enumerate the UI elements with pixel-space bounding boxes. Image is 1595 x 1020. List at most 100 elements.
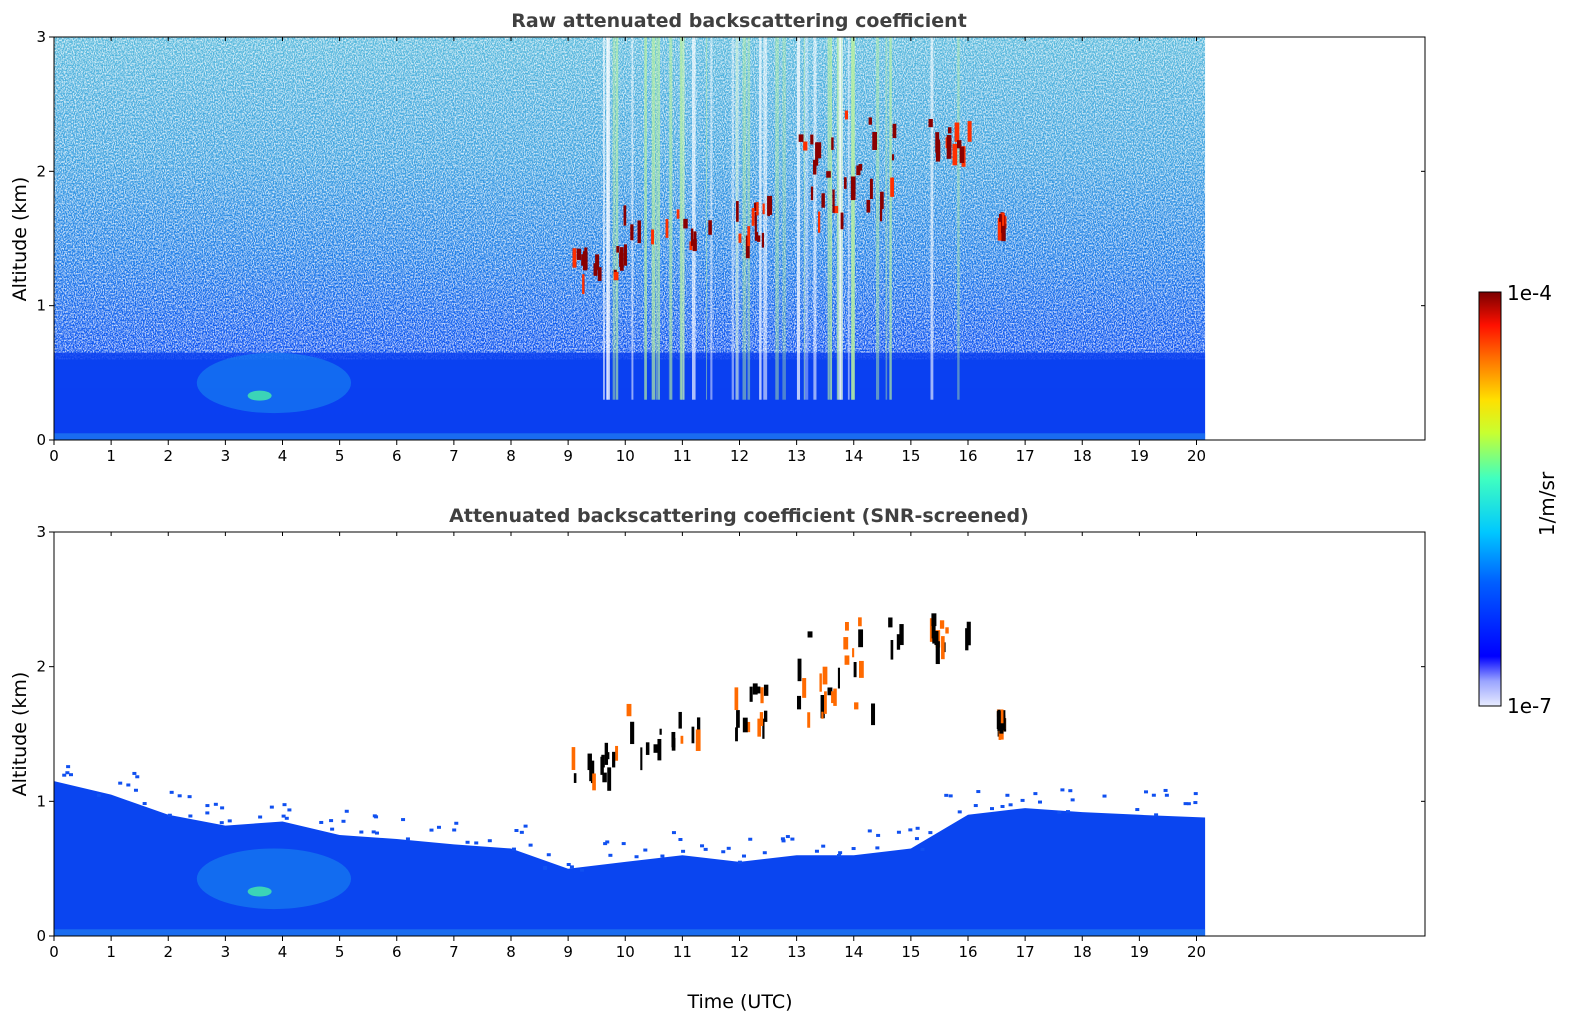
cloud-pixel: [820, 694, 825, 719]
screened-edge-pixel: [569, 865, 574, 869]
x-tick-label: 8: [506, 943, 516, 961]
colorbar-max-label: 1e-4: [1507, 281, 1552, 305]
y-tick-label: 0: [36, 927, 46, 945]
cloud-pixel: [691, 726, 695, 744]
screened-edge-pixel: [401, 818, 406, 822]
cloud-pixel: [616, 246, 620, 253]
screened-edge-pixel: [1070, 798, 1075, 802]
screened-edge-pixel: [1005, 793, 1010, 797]
raw-streak: [679, 37, 682, 400]
screened-edge-pixel: [465, 840, 470, 844]
raw-streak: [836, 37, 840, 400]
screened-boundary-layer: [54, 781, 1206, 936]
screened-edge-pixel: [1033, 792, 1038, 796]
x-tick-label: 11: [673, 447, 692, 465]
cloud-pixel: [572, 248, 577, 268]
cloud-pixel: [582, 274, 585, 295]
screened-edge-pixel: [436, 825, 441, 829]
cloud-pixel: [807, 631, 813, 638]
raw-streak: [847, 37, 850, 400]
screened-edge-pixel: [762, 851, 767, 855]
raw-streak: [763, 37, 768, 400]
cloud-pixel: [824, 691, 827, 714]
cloud-pixel: [645, 742, 650, 755]
raw-streak: [775, 37, 779, 400]
screened-edge-pixel: [928, 831, 933, 835]
y-tick-label: 1: [36, 297, 46, 315]
screened-edge-pixel: [678, 838, 683, 842]
cloud-pixel: [763, 710, 768, 722]
screened-edge-pixel: [474, 841, 479, 845]
cloud-pixel: [754, 211, 757, 235]
raw-streak: [706, 37, 708, 400]
cloud-pixel: [613, 272, 619, 281]
cloud-pixel: [935, 641, 940, 665]
screened-edge-pixel: [814, 849, 819, 853]
raw-streak: [830, 37, 833, 400]
x-tick-label: 15: [901, 943, 920, 961]
cloud-pixel: [626, 703, 632, 717]
cloud-pixel: [890, 639, 894, 660]
panel-raw-title: Raw attenuated backscattering coefficien…: [511, 10, 967, 32]
cloud-pixel: [581, 254, 585, 266]
aerosol-core: [247, 390, 272, 401]
raw-streak: [710, 37, 713, 400]
x-tick-label: 1: [106, 447, 116, 465]
screened-edge-pixel: [703, 847, 708, 851]
raw-streak: [655, 37, 658, 400]
raw-streak: [651, 37, 656, 400]
panel-raw-y-axis: 0 1 2 3: [36, 28, 1425, 449]
screened-edge-pixel: [741, 854, 746, 858]
cloud-pixel: [753, 202, 758, 211]
screened-edge-pixel: [126, 783, 131, 787]
screened-edge-pixel: [188, 814, 193, 818]
cloud-pixel: [630, 224, 634, 241]
cloud-pixel: [880, 191, 884, 210]
screened-edge-pixel: [851, 847, 856, 851]
cloud-pixel: [696, 717, 701, 739]
screened-edge-pixel: [643, 848, 648, 852]
raw-streak: [813, 37, 817, 400]
raw-streak: [782, 37, 786, 400]
cloud-pixel: [587, 753, 592, 771]
cloud-pixel: [763, 684, 769, 696]
screened-edge-pixel: [867, 829, 872, 833]
cloud-pixel: [762, 203, 765, 215]
screened-edge-pixel: [896, 830, 901, 834]
cloud-pixel: [592, 773, 596, 791]
cloud-pixel: [612, 751, 616, 768]
screened-edge-pixel: [135, 775, 140, 779]
cloud-pixel: [1000, 709, 1004, 724]
cloud-pixel: [736, 710, 740, 728]
raw-streak: [747, 37, 751, 400]
screened-edge-pixel: [915, 826, 920, 830]
cloud-pixel: [833, 688, 837, 706]
raw-streak: [612, 37, 616, 400]
x-tick-label: 13: [787, 943, 806, 961]
screened-edge-pixel: [258, 815, 263, 819]
cloud-pixel: [843, 637, 849, 650]
screened-edge-pixel: [621, 842, 626, 846]
cloud-pixel: [821, 711, 824, 719]
screened-edge-pixel: [68, 773, 73, 777]
colorbar-unit-label: 1/m/sr: [1535, 471, 1559, 536]
screened-edge-pixel: [281, 814, 286, 818]
screened-edge-pixel: [429, 828, 434, 832]
cloud-pixel: [593, 263, 598, 276]
raw-surface-row: [54, 433, 1206, 440]
x-tick-label: 7: [449, 943, 459, 961]
screened-edge-pixel: [605, 840, 610, 844]
panel-screened-heatmap: [54, 613, 1206, 936]
cloud-pixel: [837, 667, 840, 689]
cloud-pixel: [833, 206, 839, 214]
cloud-pixel: [858, 164, 863, 171]
raw-noise-speckle: [54, 37, 1206, 360]
cloud-pixel: [858, 629, 864, 648]
cloud-pixel: [796, 695, 802, 710]
screened-edge-pixel: [948, 794, 953, 798]
cloud-pixel: [659, 728, 662, 735]
cloud-pixel: [690, 228, 694, 246]
raw-streak: [827, 37, 830, 400]
raw-streak: [658, 37, 660, 400]
x-tick-label: 11: [673, 943, 692, 961]
